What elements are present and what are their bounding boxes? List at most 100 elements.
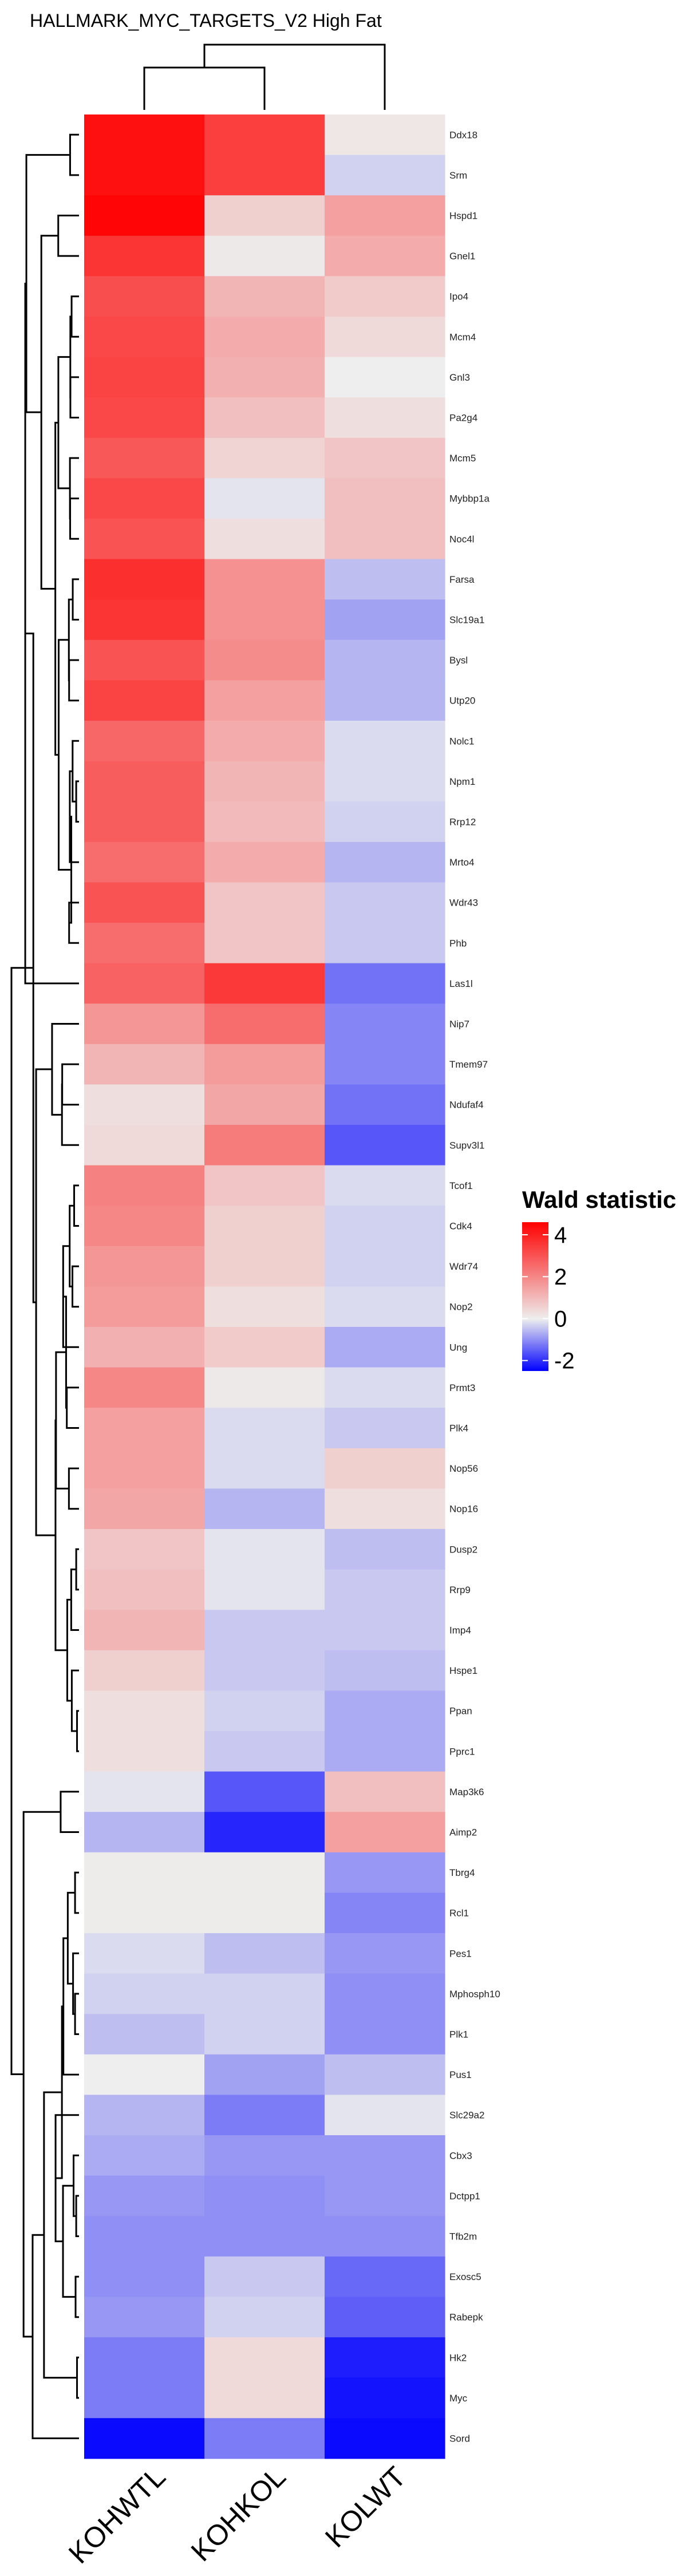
heatmap-cell <box>325 357 445 398</box>
heatmap-cell <box>204 2337 325 2379</box>
heatmap-cell <box>325 559 445 600</box>
dendrogram-branch <box>70 1568 79 1631</box>
heatmap-cell <box>84 1731 205 1772</box>
dendrogram-branch <box>57 215 79 257</box>
row-label: Ung <box>449 1342 467 1353</box>
column-label: KOLWT <box>319 2460 412 2554</box>
column-label: KOHWTL <box>62 2460 172 2570</box>
dendrogram-branch <box>10 967 34 2076</box>
heatmap-cell <box>204 882 325 923</box>
heatmap-cell <box>84 235 205 276</box>
heatmap-cell <box>84 114 205 156</box>
heatmap-cell <box>204 1893 325 1934</box>
heatmap-cell <box>84 1367 205 1408</box>
dendrogram-branch <box>69 376 79 418</box>
heatmap-cell <box>84 2297 205 2338</box>
dendrogram-branch <box>22 1811 61 2338</box>
row-label: Mcm4 <box>449 331 476 342</box>
heatmap-cell <box>84 599 205 641</box>
dendrogram-branch <box>74 2275 79 2318</box>
heatmap-cell <box>84 1610 205 1651</box>
heatmap-cell <box>84 1690 205 1732</box>
heatmap-cell <box>325 1246 445 1287</box>
row-label: Ipo4 <box>449 291 468 302</box>
heatmap-cell <box>325 478 445 519</box>
heatmap-cell <box>84 1003 205 1045</box>
heatmap-cell <box>84 761 205 802</box>
row-label: Noc4l <box>449 534 474 544</box>
row-label: Supv3l1 <box>449 1140 484 1151</box>
heatmap-cell <box>204 1852 325 1893</box>
heatmap-cell <box>204 1044 325 1085</box>
heatmap-cell <box>84 1286 205 1327</box>
heatmap-cell <box>325 1893 445 1934</box>
row-label: Slc19a1 <box>449 615 484 626</box>
heatmap-cell <box>204 1367 325 1408</box>
heatmap-cell <box>84 1933 205 1974</box>
heatmap-cell <box>325 1327 445 1368</box>
heatmap-cell <box>325 2135 445 2176</box>
row-label: Tcof1 <box>449 1180 473 1191</box>
heatmap-cell <box>84 721 205 762</box>
row-label: Nop56 <box>449 1463 478 1474</box>
row-label: Ddx18 <box>449 129 477 140</box>
heatmap-cell <box>204 2014 325 2055</box>
heatmap-cell <box>84 1852 205 1893</box>
heatmap-cell <box>325 1367 445 1408</box>
heatmap-cell <box>204 1771 325 1812</box>
row-label: Bysl <box>449 655 468 666</box>
row-label: Ndufaf4 <box>449 1100 484 1111</box>
heatmap-cell <box>84 680 205 721</box>
heatmap-cell <box>204 1246 325 1287</box>
heatmap-cell <box>325 2377 445 2419</box>
heatmap-cell <box>204 1973 325 2014</box>
heatmap-cell <box>84 2216 205 2257</box>
dendrogram-branch <box>66 1386 79 1429</box>
heatmap-cell <box>325 317 445 358</box>
heatmap-cell <box>204 276 325 317</box>
dendrogram-branch <box>69 497 79 540</box>
heatmap-cell <box>325 1286 445 1327</box>
dendrogram-branch <box>72 1265 79 1308</box>
row-label: Mrto4 <box>449 857 474 868</box>
heatmap-cell <box>84 519 205 560</box>
row-label: Map3k6 <box>449 1787 484 1797</box>
heatmap-cell <box>84 317 205 358</box>
row-label: Srm <box>449 170 467 181</box>
heatmap-cell <box>325 1529 445 1570</box>
dendrogram-branch <box>61 1083 79 1146</box>
heatmap-cell <box>325 1408 445 1449</box>
heatmap-cell <box>204 2216 325 2257</box>
heatmap-cell <box>84 276 205 317</box>
heatmap-cell <box>325 1165 445 1206</box>
row-label: Myc <box>449 2393 468 2404</box>
heatmap-cell <box>84 2014 205 2055</box>
row-label: Mphosph10 <box>449 1989 500 2000</box>
heatmap-cell <box>84 2054 205 2095</box>
row-label: Tmem97 <box>449 1059 488 1070</box>
heatmap-cell <box>325 801 445 843</box>
heatmap-cell <box>325 680 445 721</box>
heatmap-cell <box>204 437 325 479</box>
legend-tick-label: 4 <box>554 1223 567 1248</box>
heatmap-cell <box>204 1165 325 1206</box>
heatmap-cell <box>325 114 445 156</box>
heatmap-cell <box>204 235 325 276</box>
row-label: Exosc5 <box>449 2271 481 2282</box>
dendrogram-branch <box>43 2091 77 2379</box>
heatmap-cell <box>84 2095 205 2136</box>
dendrogram-branch <box>75 780 79 823</box>
row-label: Nolc1 <box>449 736 474 746</box>
row-label: Nop2 <box>449 1302 473 1313</box>
heatmap-cell <box>84 1812 205 1853</box>
heatmap-cell <box>204 559 325 600</box>
heatmap-cell <box>204 317 325 358</box>
heatmap-cell <box>84 1246 205 1287</box>
heatmap-cell <box>84 1650 205 1691</box>
heatmap-cell <box>325 882 445 923</box>
heatmap-cell <box>325 923 445 964</box>
row-label: Pes1 <box>449 1948 472 1959</box>
row-label: Hk2 <box>449 2352 467 2363</box>
heatmap-cell <box>204 680 325 721</box>
heatmap-cell <box>204 1933 325 1974</box>
